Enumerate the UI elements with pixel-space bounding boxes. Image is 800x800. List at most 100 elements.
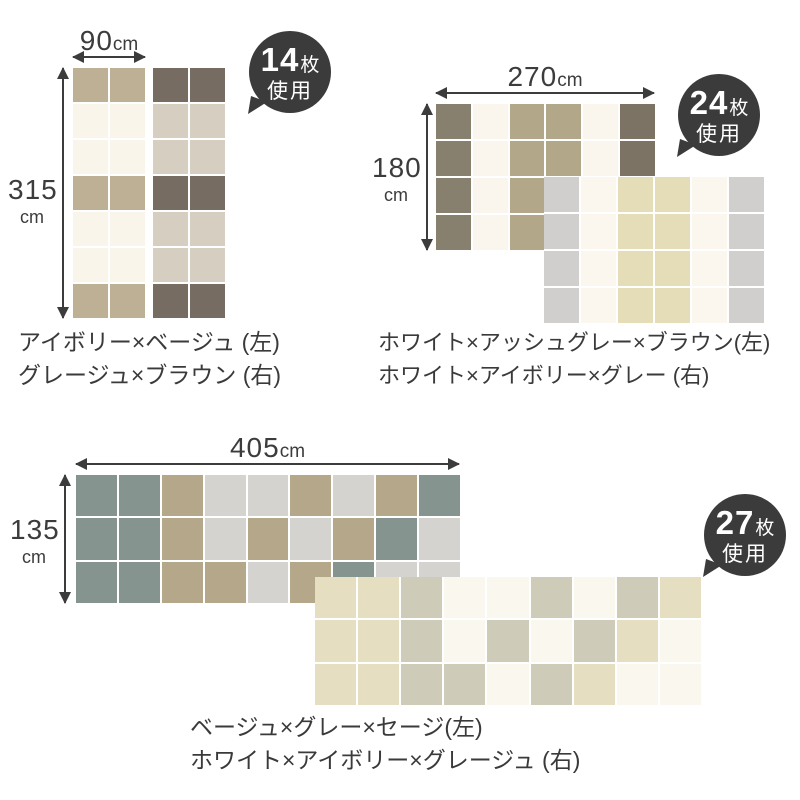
rug-tile	[358, 577, 400, 619]
rug-tile	[76, 475, 117, 517]
rug-layout-white-ivory-gray	[544, 177, 764, 323]
rug-tile	[655, 214, 690, 249]
rug-tile	[487, 663, 529, 705]
rug-tile	[315, 663, 357, 705]
rug-tile	[444, 620, 486, 662]
color-caption: ベージュ×グレー×セージ(左) ホワイト×アイボリー×グレージュ (右)	[190, 711, 580, 777]
rug-tile	[583, 104, 619, 139]
rug-tile	[509, 104, 545, 139]
rug-tile	[509, 141, 545, 176]
rug-tile	[616, 663, 658, 705]
rug-tile	[190, 104, 225, 138]
rug-tile	[620, 104, 655, 139]
height-dimension-label: 180 cm	[372, 154, 421, 205]
height-dimension-label: 135 cm	[10, 516, 59, 567]
rug-tile	[76, 518, 117, 560]
rug-tile	[76, 561, 117, 603]
rug-tile	[573, 663, 615, 705]
rug-layout-white-ivory-greige	[315, 577, 701, 705]
color-caption: ホワイト×アッシュグレー×ブラウン(左) ホワイト×アイボリー×グレー (右)	[378, 326, 770, 392]
rug-tile	[618, 177, 653, 212]
rug-tile	[692, 214, 727, 249]
width-dimension-label: 405cm	[76, 432, 459, 464]
rug-tile	[190, 68, 225, 102]
rug-tile	[729, 288, 764, 323]
rug-tile	[190, 284, 225, 318]
rug-tile	[546, 104, 582, 139]
rug-tile	[530, 620, 572, 662]
caption-line-right: グレージュ×ブラウン (右)	[18, 362, 282, 388]
caption-line-left: アイボリー×ベージュ (左)	[18, 329, 280, 355]
width-arrow	[75, 458, 460, 470]
height-unit: cm	[20, 207, 44, 227]
tile-count-badge: 24 枚 使用	[677, 74, 760, 157]
rug-tile	[659, 577, 701, 619]
rug-tile	[573, 577, 615, 619]
rug-tile	[472, 141, 508, 176]
rug-tile	[401, 577, 443, 619]
tile-count: 24	[689, 83, 729, 121]
tile-count-unit: 枚	[729, 97, 749, 119]
rug-tile	[692, 251, 727, 286]
rug-tile	[692, 177, 727, 212]
height-arrow	[57, 67, 69, 319]
rug-tile	[315, 577, 357, 619]
rug-tile	[110, 176, 145, 210]
tile-count: 14	[260, 40, 300, 78]
rug-tile	[204, 475, 246, 517]
rug-tile	[729, 214, 764, 249]
width-value: 90	[79, 25, 113, 56]
rug-tile	[247, 561, 289, 603]
rug-tile	[655, 288, 690, 323]
rug-tile	[581, 251, 616, 286]
tile-count: 27	[715, 503, 755, 541]
rug-tile	[247, 518, 289, 560]
caption-line-left: ベージュ×グレー×セージ(左)	[190, 714, 483, 740]
rug-tile	[729, 177, 764, 212]
rug-tile	[110, 212, 145, 246]
rug-tile	[544, 288, 579, 323]
rug-tile	[110, 140, 145, 174]
width-unit: cm	[279, 441, 306, 462]
rug-tile	[618, 214, 653, 249]
width-dimension-label: 90cm	[73, 25, 145, 57]
rug-tile	[190, 212, 225, 246]
rug-tile	[530, 663, 572, 705]
tile-count-unit: 枚	[300, 54, 320, 76]
rug-tile	[153, 176, 188, 210]
rug-tile	[583, 141, 619, 176]
rug-tile	[401, 620, 443, 662]
tile-count-badge: 27 枚 使用	[703, 494, 786, 577]
rug-tile	[73, 212, 108, 246]
width-arrow	[72, 51, 146, 63]
rug-layout-ivory-beige	[73, 68, 145, 318]
rug-tile	[419, 475, 460, 517]
rug-tile	[118, 475, 160, 517]
rug-tile	[616, 620, 658, 662]
rug-tile	[153, 248, 188, 282]
rug-tile	[153, 212, 188, 246]
rug-tile	[655, 251, 690, 286]
rug-tile	[655, 177, 690, 212]
rug-tile	[419, 518, 460, 560]
height-arrow	[59, 474, 71, 604]
height-unit: cm	[22, 547, 46, 567]
tile-count-badge: 14 枚 使用	[248, 31, 331, 114]
rug-tile	[616, 577, 658, 619]
badge-tail-icon	[677, 139, 696, 157]
rug-tile	[581, 177, 616, 212]
rug-tile	[118, 561, 160, 603]
badge-tail-icon	[703, 559, 722, 577]
rug-tile	[544, 214, 579, 249]
rug-tile	[73, 176, 108, 210]
rug-tile	[290, 518, 332, 560]
rug-tile	[376, 518, 418, 560]
color-caption: アイボリー×ベージュ (左) グレージュ×ブラウン (右)	[18, 326, 281, 392]
rug-tile	[333, 475, 375, 517]
rug-tile	[530, 577, 572, 619]
rug-layout-beige-gray-sage	[76, 475, 460, 603]
rug-tile	[436, 141, 471, 176]
rug-tile	[472, 215, 508, 250]
rug-tile	[73, 104, 108, 138]
rug-tile	[110, 284, 145, 318]
